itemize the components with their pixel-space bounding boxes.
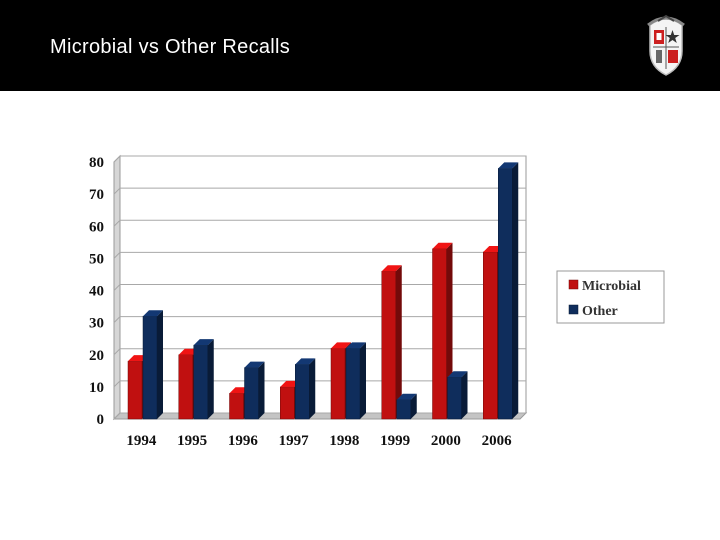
gridline-depth	[113, 219, 121, 227]
bar-other-1997	[295, 358, 316, 420]
gridline-depth	[113, 155, 121, 163]
bar-other-2000	[447, 371, 468, 420]
bar-other-1996	[244, 361, 265, 420]
y-tick-label: 40	[89, 284, 104, 300]
x-tick-label: 1995	[177, 433, 207, 449]
x-tick-label: 2006	[482, 433, 513, 449]
x-tick-label: 1997	[279, 433, 310, 449]
bar-microbial-1999	[381, 265, 402, 420]
x-tick-label: 1998	[329, 433, 359, 449]
gridline-depth	[113, 348, 121, 356]
legend-label-microbial: Microbial	[582, 279, 641, 294]
x-tick-label: 2000	[431, 433, 461, 449]
university-crest-icon	[647, 14, 685, 76]
x-tick-label: 1999	[380, 433, 410, 449]
bar-other-2006	[498, 162, 519, 420]
gridline-depth	[113, 412, 121, 420]
bar-other-1999	[396, 393, 417, 420]
gridline-depth	[113, 252, 121, 259]
y-tick-label: 50	[89, 251, 104, 267]
gridline-depth	[113, 316, 121, 323]
legend-swatch-other	[568, 304, 579, 315]
y-tick-label: 80	[89, 155, 104, 171]
slide-header: Microbial vs Other Recalls	[0, 0, 720, 91]
y-tick-label: 10	[89, 380, 104, 396]
y-tick-label: 0	[97, 412, 105, 428]
legend-swatch-microbial	[568, 279, 579, 290]
legend-box	[556, 270, 665, 324]
slide-title: Microbial vs Other Recalls	[50, 36, 291, 58]
y-tick-label: 60	[89, 219, 104, 235]
legend-label-other: Other	[582, 304, 618, 319]
y-tick-label: 70	[89, 187, 104, 203]
y-tick-label: 20	[89, 348, 104, 364]
gridline-depth	[113, 187, 121, 195]
y-tick-label: 30	[89, 316, 104, 332]
gridline-depth	[113, 284, 121, 291]
gridline-depth	[113, 380, 121, 388]
bar-other-1995	[193, 339, 214, 420]
bar-other-1994	[142, 310, 163, 420]
x-tick-label: 1994	[126, 433, 157, 449]
bar-other-1998	[345, 342, 366, 420]
x-tick-label: 1996	[228, 433, 259, 449]
